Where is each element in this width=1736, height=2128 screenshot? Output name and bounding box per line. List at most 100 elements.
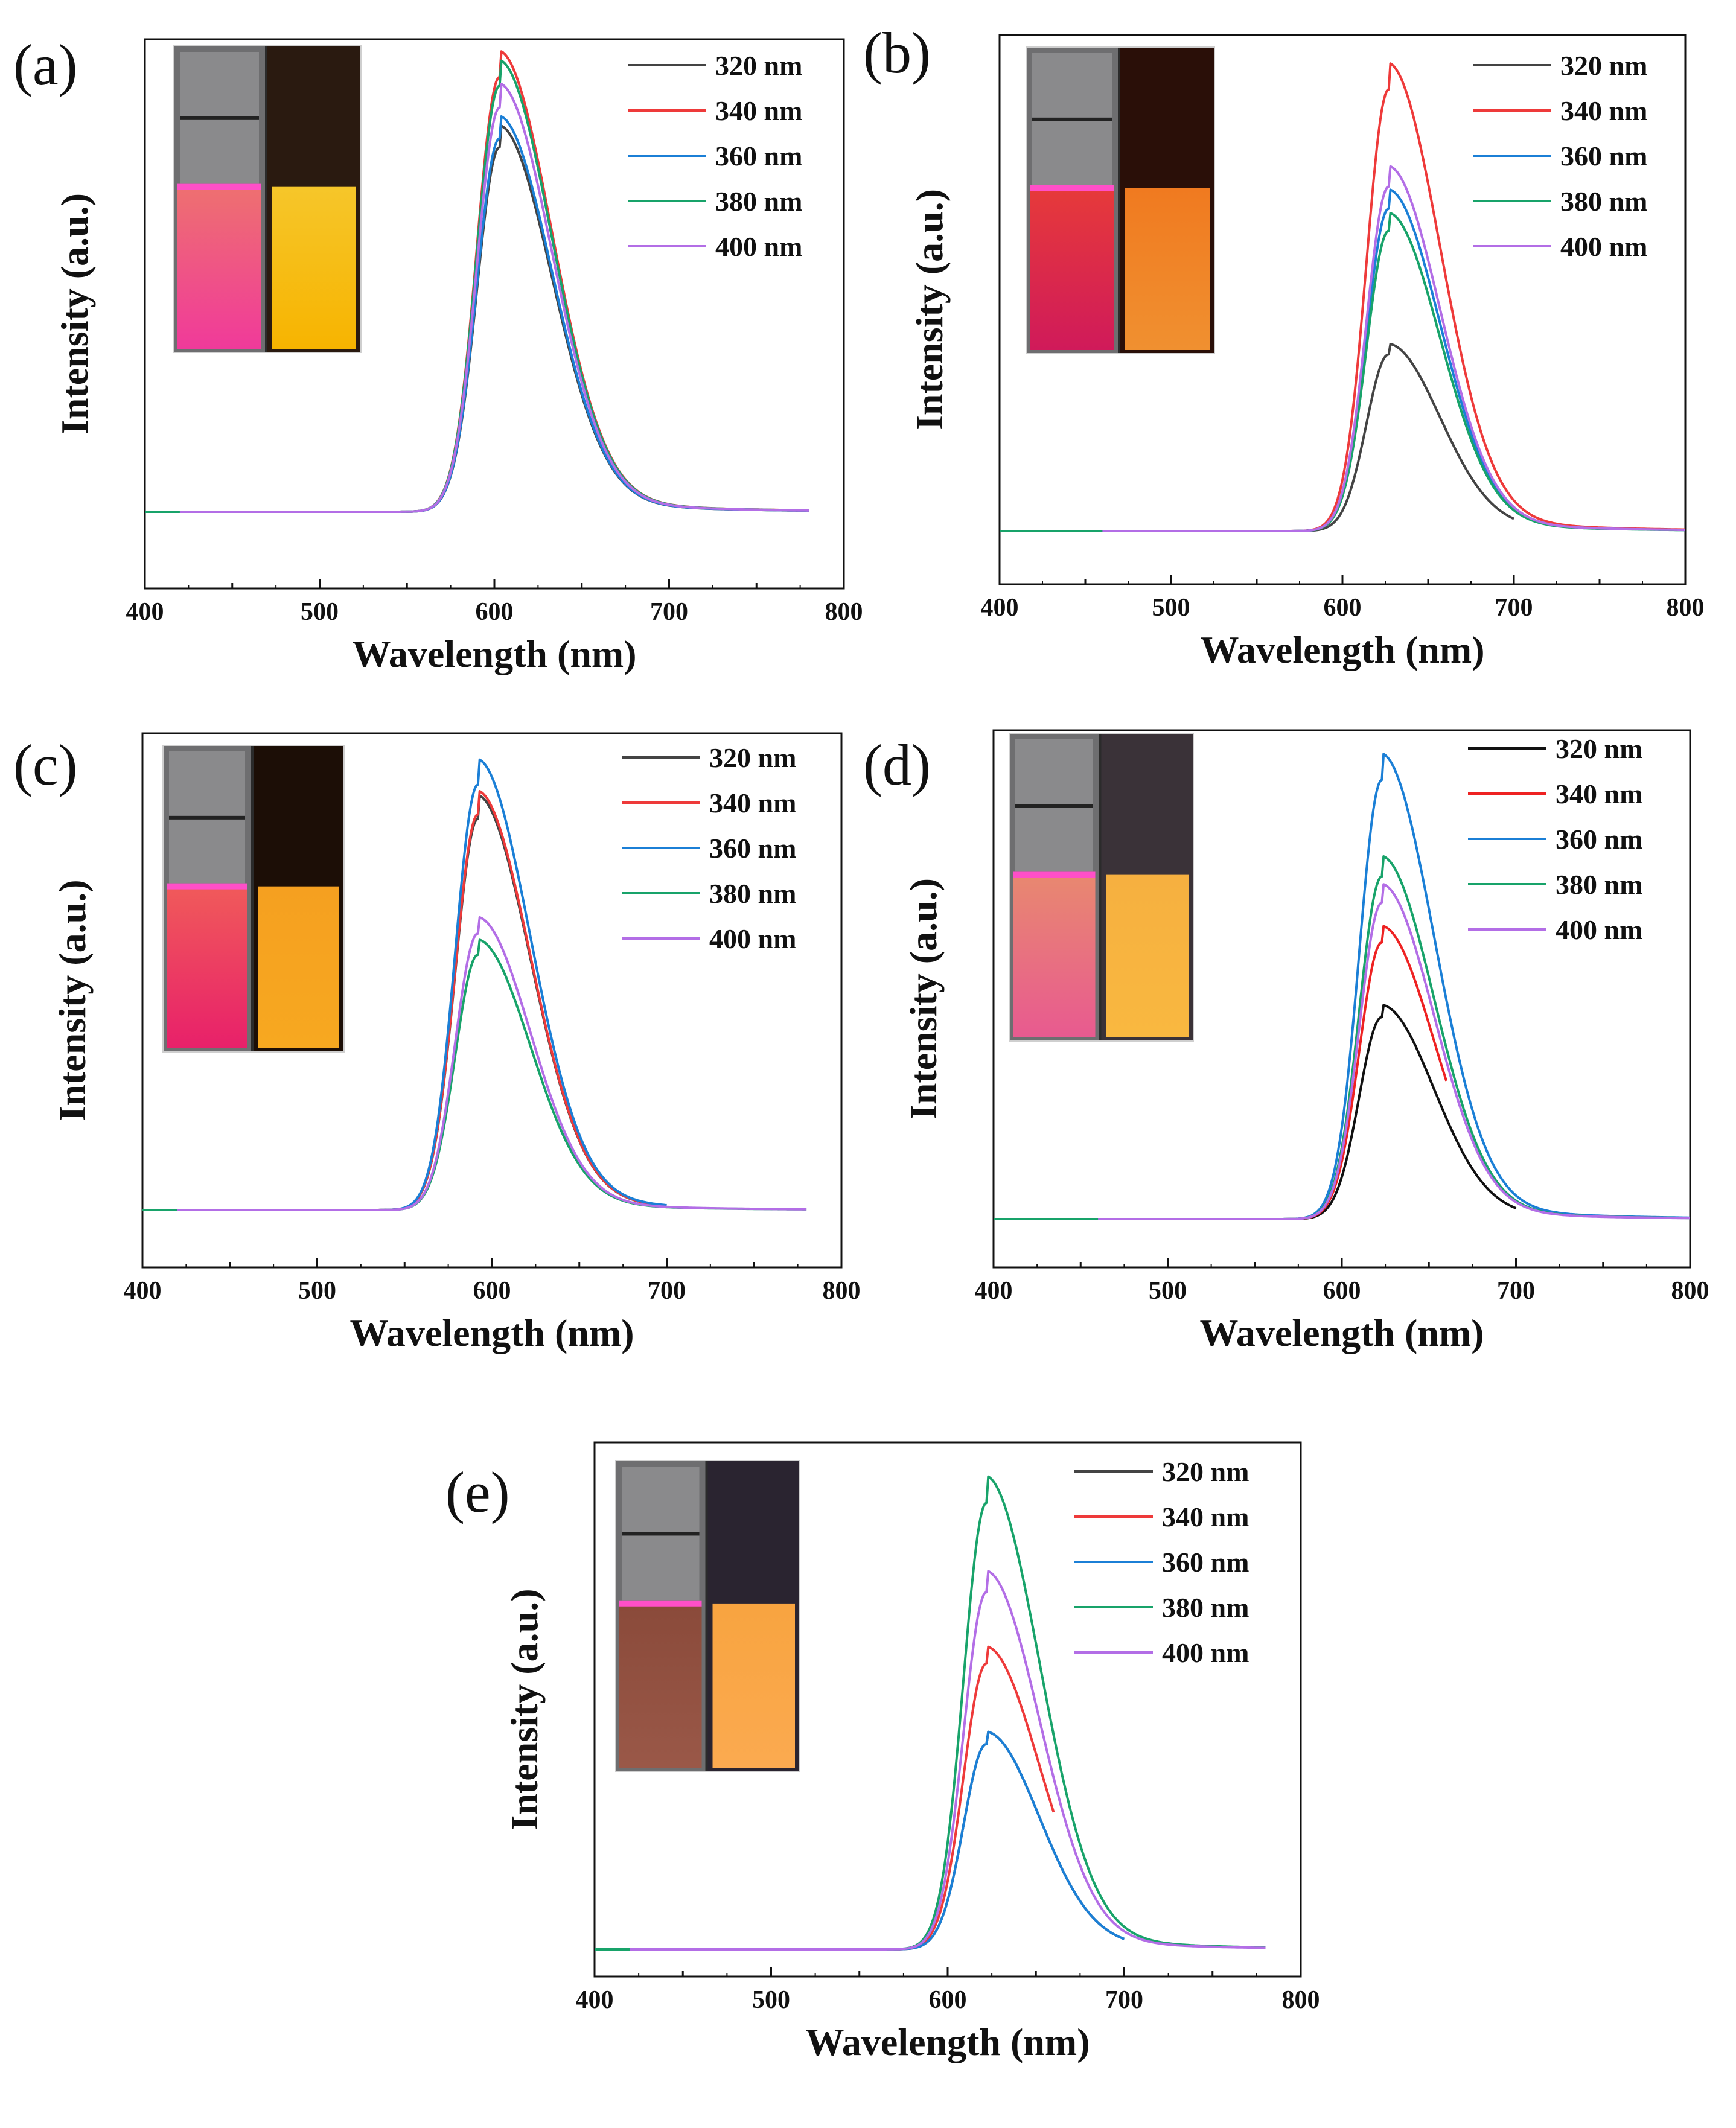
legend-label: 400 nm <box>1162 1637 1249 1668</box>
spectrum-line-400-nm <box>1098 883 1691 1220</box>
x-tick-label: 500 <box>301 598 339 626</box>
y-axis-label: Intensity (a.u.) <box>902 878 945 1120</box>
legend-label: 360 nm <box>715 141 802 171</box>
legend-label: 380 nm <box>1560 186 1647 217</box>
x-tick-label: 600 <box>929 1986 967 2014</box>
spectrum-line-400-nm <box>177 916 807 1211</box>
panel-letter: (b) <box>863 21 931 85</box>
x-tick-label: 600 <box>473 1277 511 1305</box>
spectrum-line-320-nm <box>1000 343 1514 532</box>
inset-cuvette-photo <box>162 745 345 1053</box>
legend-label: 360 nm <box>1162 1547 1249 1578</box>
right-cuvette-liquid <box>1125 188 1210 350</box>
left-cuvette-liquid <box>167 886 247 1048</box>
legend-label: 380 nm <box>1556 869 1642 900</box>
legend-label: 340 nm <box>1560 95 1647 126</box>
x-tick-label: 800 <box>825 598 863 626</box>
left-cuvette-liquid <box>619 1603 702 1768</box>
left-cuvette-meniscus <box>177 183 261 190</box>
x-tick-label: 500 <box>1152 594 1190 622</box>
legend-label: 340 nm <box>715 95 802 126</box>
x-axis-label: Wavelength (nm) <box>352 632 636 675</box>
right-cuvette-liquid <box>712 1603 795 1768</box>
x-tick-label: 600 <box>476 598 514 626</box>
x-tick-label: 800 <box>1671 1277 1709 1305</box>
x-tick-label: 400 <box>975 1277 1013 1305</box>
legend-label: 320 nm <box>1556 733 1642 764</box>
x-tick-label: 800 <box>823 1277 861 1305</box>
left-cuvette-liquid <box>1013 874 1096 1037</box>
left-cuvette-liquid <box>1030 188 1114 350</box>
x-tick-label: 600 <box>1324 594 1362 622</box>
left-cuvette-mark <box>622 1532 700 1536</box>
legend-label: 340 nm <box>1556 779 1642 809</box>
chart-panel-c: 400 500 600 700 800 Wavelength (nm) Intensity … <box>13 732 861 1354</box>
x-tick-label: 700 <box>1497 1277 1535 1305</box>
inset-cuvette-photo <box>173 45 362 353</box>
inset-border <box>1009 733 1194 1042</box>
x-tick-label: 500 <box>298 1277 336 1305</box>
legend-label: 380 nm <box>1162 1592 1249 1623</box>
left-cuvette-mark <box>1015 804 1093 808</box>
x-axis-label: Wavelength (nm) <box>805 2021 1090 2063</box>
left-cuvette-mark <box>180 116 259 120</box>
chart-panel-e: 400 500 600 700 800 Wavelength (nm) Intensity … <box>445 1441 1320 2063</box>
left-cuvette-meniscus <box>167 883 247 890</box>
legend-label: 320 nm <box>715 50 802 81</box>
y-axis-label: Intensity (a.u.) <box>53 193 96 435</box>
x-tick-label: 800 <box>1282 1986 1320 2014</box>
legend-label: 340 nm <box>1162 1502 1249 1532</box>
legend-label: 360 nm <box>1556 824 1642 855</box>
y-axis-label: Intensity (a.u.) <box>908 189 951 430</box>
inset-border <box>162 745 345 1053</box>
x-tick-label: 400 <box>126 598 164 626</box>
spectrum-line-400-nm <box>179 83 809 513</box>
left-cuvette-meniscus <box>1030 185 1114 191</box>
left-cuvette-mark <box>169 815 245 820</box>
spectrum-line-400-nm <box>1102 165 1685 532</box>
panel-letter: (e) <box>445 1460 510 1524</box>
legend-label: 400 nm <box>709 923 796 954</box>
x-tick-label: 400 <box>981 594 1019 622</box>
x-axis-label: Wavelength (nm) <box>349 1311 634 1354</box>
left-cuvette-meniscus <box>619 1600 702 1607</box>
x-tick-label: 700 <box>1105 1986 1143 2014</box>
inset-border <box>1026 46 1215 354</box>
x-tick-label: 700 <box>1495 594 1533 622</box>
x-tick-label: 600 <box>1323 1277 1361 1305</box>
panel-letter: (d) <box>863 733 931 797</box>
x-tick-label: 700 <box>650 598 688 626</box>
inset-cuvette-photo <box>1009 733 1194 1042</box>
spectrum-line-400-nm <box>630 1570 1266 1951</box>
x-tick-label: 700 <box>648 1277 686 1305</box>
legend-label: 400 nm <box>1556 914 1642 945</box>
legend-label: 380 nm <box>709 878 796 909</box>
inset-border <box>173 45 362 353</box>
left-cuvette-liquid <box>177 186 261 349</box>
legend-label: 320 nm <box>709 742 796 773</box>
chart-panel-d: 400 500 600 700 800 Wavelength (nm) Intensity … <box>863 729 1709 1354</box>
y-axis-label: Intensity (a.u.) <box>503 1588 546 1830</box>
legend-label: 360 nm <box>709 833 796 864</box>
x-tick-label: 500 <box>752 1986 790 2014</box>
legend-label: 320 nm <box>1162 1456 1249 1487</box>
left-cuvette-mark <box>1032 117 1112 121</box>
right-cuvette-liquid <box>258 886 339 1048</box>
x-axis-label: Wavelength (nm) <box>1199 1311 1484 1354</box>
left-cuvette-meniscus <box>1013 871 1096 878</box>
legend-label: 320 nm <box>1560 50 1647 81</box>
inset-border <box>615 1460 800 1772</box>
x-tick-label: 800 <box>1667 594 1705 622</box>
x-tick-label: 400 <box>576 1986 614 2014</box>
chart-panel-b: 400 500 600 700 800 Wavelength (nm) Intensity … <box>863 21 1705 671</box>
panel-letter: (c) <box>13 733 78 797</box>
panel-letter: (a) <box>13 33 78 97</box>
x-tick-label: 500 <box>1149 1277 1187 1305</box>
legend-label: 340 nm <box>709 788 796 818</box>
x-axis-label: Wavelength (nm) <box>1200 628 1484 671</box>
inset-cuvette-photo <box>615 1460 800 1772</box>
legend-label: 360 nm <box>1560 141 1647 171</box>
legend-label: 380 nm <box>715 186 802 217</box>
chart-panel-a: 400 500 600 700 800 Wavelength (nm) Intensity … <box>13 33 863 675</box>
